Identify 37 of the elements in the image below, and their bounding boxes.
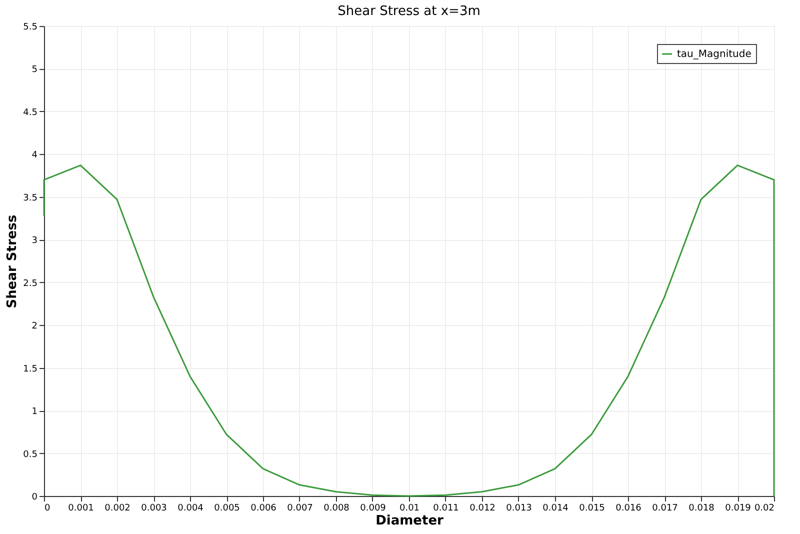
x-tick-label: 0.01 <box>399 504 420 514</box>
y-tick-label: 3 <box>32 236 38 246</box>
y-tick-label: 4.5 <box>23 108 38 118</box>
x-tick-label: 0.003 <box>141 504 167 514</box>
x-axis-title: Diameter <box>376 514 444 528</box>
x-tick-label: 0.013 <box>506 504 532 514</box>
x-tick-label: 0.009 <box>360 504 386 514</box>
x-tick-label: 0.017 <box>652 504 678 514</box>
y-tick-label: 1.5 <box>23 364 38 374</box>
y-tick-label: 2.5 <box>23 278 38 289</box>
x-tick-label: 0.018 <box>688 504 715 514</box>
x-tick-label: 0.008 <box>324 504 350 514</box>
x-tick-label: 0 <box>44 504 50 514</box>
x-tick-label: 0.016 <box>616 504 642 514</box>
x-tick-label: 0.006 <box>250 504 277 514</box>
x-tick-label: 0.002 <box>104 504 130 514</box>
legend-label: tau_Magnitude <box>677 49 752 60</box>
x-tick-label: 0.005 <box>214 504 240 514</box>
y-tick-label: 5.5 <box>23 22 38 32</box>
chart-title: Shear Stress at x=3m <box>338 4 480 19</box>
y-tick-label: 3.5 <box>23 193 38 204</box>
x-tick-label: 0.019 <box>725 504 752 514</box>
y-axis-title: Shear Stress <box>5 214 20 308</box>
y-tick-label: 4 <box>32 150 38 161</box>
x-tick-label: 0.004 <box>178 504 204 514</box>
x-tick-label: 0.007 <box>287 504 313 514</box>
y-tick-label: 0 <box>32 492 38 502</box>
x-tick-label: 0.001 <box>68 504 94 514</box>
x-tick-label: 0.014 <box>542 504 569 514</box>
y-tick-label: 1 <box>32 407 38 418</box>
y-tick-label: 5 <box>32 65 38 76</box>
x-tick-label: 0.012 <box>470 504 496 514</box>
x-tick-label: 0.015 <box>579 504 605 514</box>
y-tick-label: 2 <box>32 322 38 332</box>
x-tick-label: 0.02 <box>754 504 774 514</box>
y-tick-label: 0.5 <box>23 450 38 460</box>
x-tick-label: 0.011 <box>433 504 459 514</box>
